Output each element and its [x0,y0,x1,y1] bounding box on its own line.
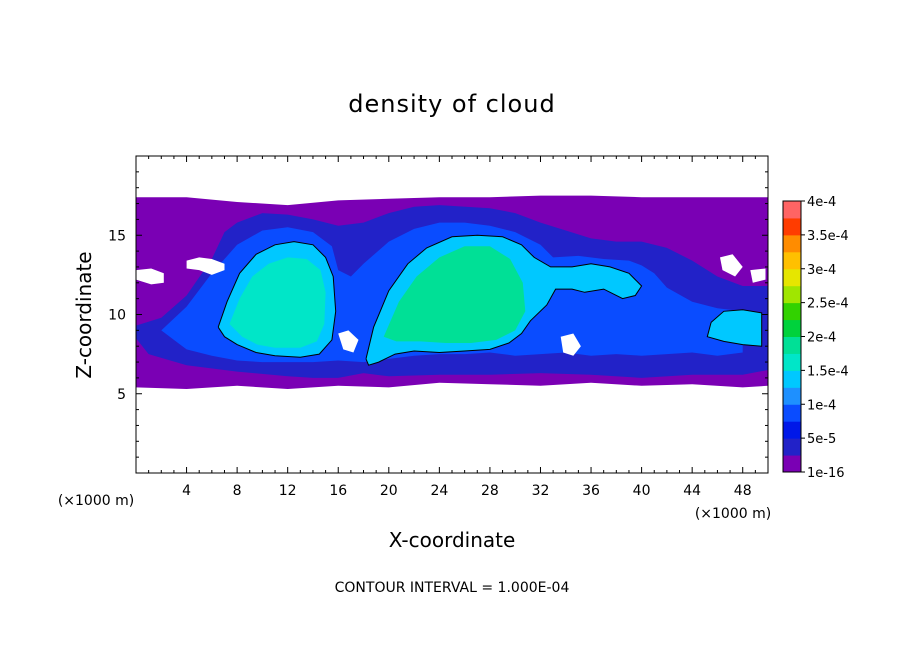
x-tick-label: 44 [683,483,701,499]
field-region-6 [383,246,526,343]
colorbar-tick-label: 2.5e-4 [807,297,849,312]
chart-title: density of cloud [348,90,555,118]
y-axis-label: Z-coordinate [72,251,96,378]
colorbar-segment [783,319,801,337]
y-axis-unit-label: (×1000 m) [58,493,134,509]
colorbar-segment [783,455,801,473]
clear-air-patch-3 [560,333,581,356]
x-tick-label: 48 [734,483,752,499]
colorbar-tick-label: 1e-16 [807,466,845,481]
clear-air-patch-2 [338,330,359,353]
y-tick-label: 5 [117,387,126,403]
colorbar-tick-label: 4e-4 [807,195,836,210]
y-tick-label: 15 [108,228,126,244]
y-axis-ticks: 5 10 15 [108,171,768,458]
x-tick-label: 32 [532,483,550,499]
field-region-4 [229,257,326,348]
clear-air-patch-4 [720,254,743,277]
x-tick-label: 20 [380,483,398,499]
colorbar-segment [783,336,801,354]
x-tick-label: 16 [329,483,347,499]
colorbar-segment [783,353,801,371]
field-layer [136,195,768,389]
colorbar-segment [783,251,801,270]
colorbar-segment [783,387,801,405]
x-tick-label: 12 [279,483,297,499]
colorbar-tick-label: 5e-5 [807,432,836,447]
colorbar-tick-label: 2e-4 [807,331,836,346]
colorbar-tick-label: 3e-4 [807,263,836,278]
x-tick-label: 8 [233,483,242,499]
colorbar-segment [783,302,801,321]
colorbar-segment [783,201,801,219]
contour-interval-note: CONTOUR INTERVAL = 1.000E-04 [335,580,570,596]
colorbar-segment [783,285,801,304]
colorbar-segment [783,370,801,388]
x-axis-ticks: 4 8 12 16 20 24 28 32 36 40 44 48 [148,156,756,499]
x-tick-label: 24 [430,483,448,499]
colorbar-segment [783,217,801,236]
contour-line-1 [365,234,643,366]
colorbar-tick-label: 3.5e-4 [807,229,849,244]
colorbar-tick-label: 1.5e-4 [807,364,849,379]
clear-air-patch-0 [186,257,225,275]
contour-layer [217,234,763,366]
x-tick-label: 4 [182,483,191,499]
colorbar-segment [783,438,801,456]
colorbar-segment [783,404,801,422]
x-axis-label: X-coordinate [389,528,516,552]
clear-air-patch-1 [136,268,164,285]
contour-line-0 [217,241,337,358]
x-tick-label: 40 [633,483,651,499]
y-tick-label: 10 [108,308,126,324]
x-axis-unit-label: (×1000 m) [695,506,771,522]
contour-line-2 [706,309,763,347]
field-region-7 [707,309,762,347]
colorbar-segment [783,421,801,439]
x-tick-label: 28 [481,483,499,499]
x-tick-label: 36 [582,483,600,499]
colorbar-legend: 1e-16 5e-5 1e-4 1.5e-4 2e-4 2.5e-4 3e-4 3.5e-4 4… [782,195,849,481]
clear-air-patch-5 [750,268,766,283]
colorbar-tick-label: 1e-4 [807,398,836,413]
colorbar-segment [783,234,801,253]
colorbar-segment [783,268,801,287]
